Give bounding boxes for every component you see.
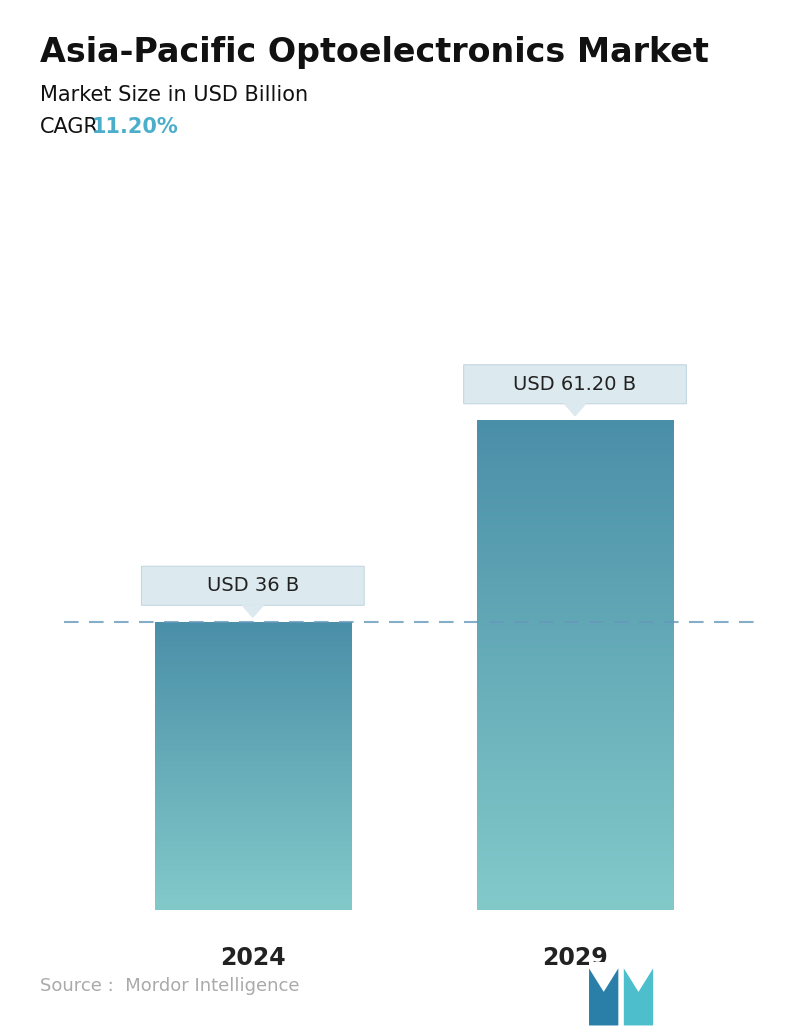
- Text: USD 36 B: USD 36 B: [207, 576, 299, 596]
- Text: Market Size in USD Billion: Market Size in USD Billion: [40, 85, 308, 104]
- Polygon shape: [242, 605, 263, 617]
- Text: CAGR: CAGR: [40, 117, 99, 136]
- Text: 2029: 2029: [542, 946, 608, 970]
- Polygon shape: [589, 968, 618, 1026]
- FancyBboxPatch shape: [463, 365, 686, 404]
- FancyBboxPatch shape: [142, 567, 365, 605]
- Text: 2024: 2024: [220, 946, 286, 970]
- Polygon shape: [624, 968, 654, 1026]
- Text: 11.20%: 11.20%: [92, 117, 178, 136]
- Polygon shape: [564, 403, 586, 416]
- Text: USD 61.20 B: USD 61.20 B: [513, 374, 637, 394]
- Text: Source :  Mordor Intelligence: Source : Mordor Intelligence: [40, 977, 299, 995]
- Text: Asia-Pacific Optoelectronics Market: Asia-Pacific Optoelectronics Market: [40, 36, 708, 69]
